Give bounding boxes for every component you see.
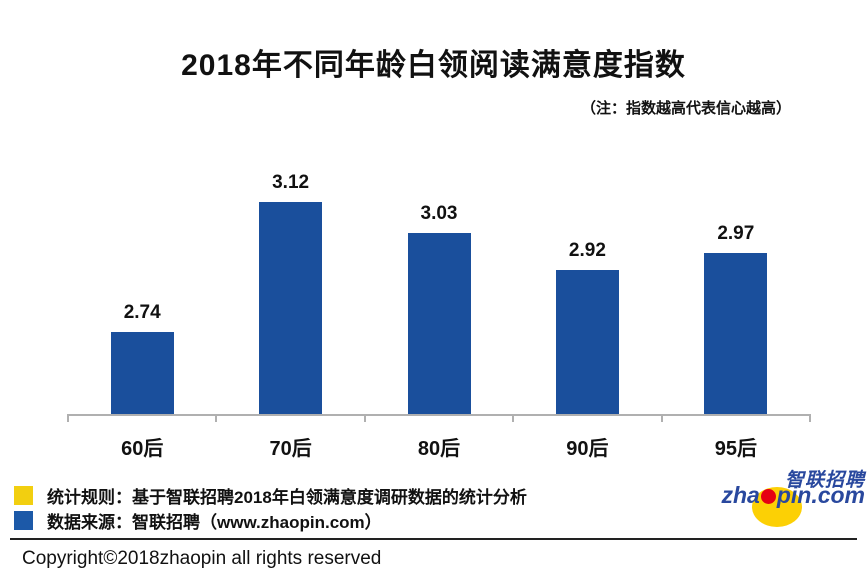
logo-domain-prefix: zha [721,482,760,508]
bar-chart-plot-area: 2.74 3.12 3.03 2.92 2.97 [68,150,810,415]
logo-yellow-circle-icon [752,487,802,527]
bar [704,253,768,415]
bar-group-90后: 2.92 [513,241,661,415]
logo-red-dot-icon [760,489,776,504]
x-axis-label-60后: 60后 [121,438,164,460]
bar [259,202,323,415]
x-axis-label-70后: 70后 [269,438,312,460]
legend-row-data-source: 数据来源：智联招聘（www.zhaopin.com） [14,511,527,532]
axis-tick [809,414,811,422]
logo-domain-text: zha pin.com [721,484,865,507]
axis-tick [363,414,366,422]
axis-tick [660,414,663,422]
bar-group-95后: 2.97 [662,224,810,415]
chart-subtitle: （注：指数越高代表信心越高） [580,100,791,117]
x-axis-label-95后: 95后 [714,438,757,460]
bar-value-label: 2.97 [717,223,755,244]
legend-swatch-yellow [14,486,33,505]
axis-tick [512,414,515,422]
axis-tick [215,414,218,422]
x-axis-labels: 60后 70后 80后 90后 95后 [68,432,810,461]
footer-divider [10,538,857,540]
bar [407,233,471,415]
axis-tick [67,414,69,422]
bar-value-label: 2.74 [123,302,161,323]
legend-row-stat-rule: 统计规则：基于智联招聘2018年白领满意度调研数据的统计分析 [14,486,527,507]
x-axis-line [67,414,811,422]
zhaopin-logo: 智联招聘 zha pin.com [700,465,865,527]
logo-cn-text: 智联招聘 [784,470,865,491]
bar-group-80后: 3.03 [365,204,513,415]
bar-group-70后: 3.12 [216,173,364,415]
chart-title: 2018年不同年龄白领阅读满意度指数 [181,49,686,82]
bar-value-label: 2.92 [568,240,606,261]
bar-value-label: 3.12 [272,172,310,193]
bar-group-60后: 2.74 [68,303,216,415]
logo-domain-suffix: pin.com [776,482,865,508]
x-axis-label-90后: 90后 [566,438,609,460]
legend-swatch-blue [14,511,33,530]
bar-value-label: 3.03 [420,203,458,224]
legend-label: 数据来源：智联招聘（www.zhaopin.com） [47,513,382,532]
x-axis-label-80后: 80后 [417,438,461,460]
copyright-text: Copyright©2018zhaopin all rights reserve… [22,548,382,569]
bar [555,270,619,415]
legend: 统计规则：基于智联招聘2018年白领满意度调研数据的统计分析 数据来源：智联招聘… [14,486,527,536]
legend-label: 统计规则：基于智联招聘2018年白领满意度调研数据的统计分析 [47,488,527,507]
bar [110,332,174,415]
bar-series: 2.74 3.12 3.03 2.92 2.97 [68,150,810,415]
